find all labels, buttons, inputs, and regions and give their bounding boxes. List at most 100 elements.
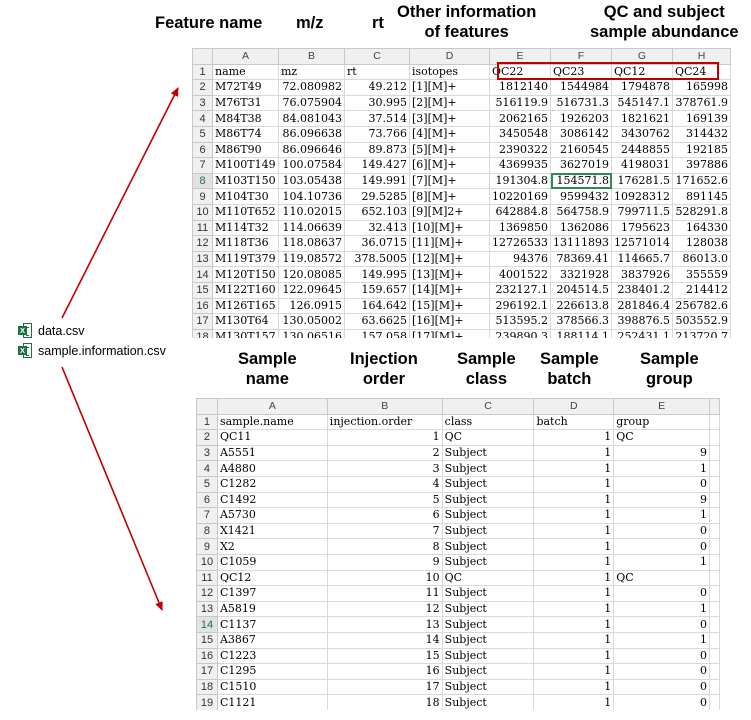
column-letter-G[interactable]: G <box>611 48 673 65</box>
row-number[interactable]: 7 <box>192 157 213 174</box>
table-cell[interactable]: 0 <box>613 616 710 633</box>
empty-cell[interactable] <box>708 600 720 618</box>
table-cell[interactable]: 3 <box>326 460 443 477</box>
table-cell[interactable]: 6 <box>326 507 443 524</box>
table-cell[interactable]: 1 <box>613 507 710 524</box>
table-cell[interactable]: 89.873 <box>344 141 410 159</box>
table-cell[interactable]: M114T32 <box>212 219 279 237</box>
field-header-cell[interactable]: QC24 <box>672 63 731 81</box>
row-number[interactable]: 17 <box>196 663 218 680</box>
row-number[interactable]: 18 <box>196 678 218 696</box>
table-cell[interactable]: M100T149 <box>212 157 279 174</box>
table-cell[interactable]: Subject <box>441 553 535 571</box>
table-cell[interactable]: 15 <box>326 647 443 665</box>
table-cell[interactable]: 122.09645 <box>278 281 345 299</box>
table-cell[interactable]: 0 <box>613 585 710 602</box>
table-cell[interactable]: Subject <box>441 694 535 710</box>
table-cell[interactable]: 0 <box>613 663 710 680</box>
table-cell[interactable]: M126T165 <box>212 297 279 315</box>
table-cell[interactable]: 5 <box>326 491 443 509</box>
row-number[interactable]: 3 <box>196 444 218 462</box>
field-header-cell[interactable]: QC22 <box>489 63 551 81</box>
table-cell[interactable]: M86T74 <box>212 125 279 143</box>
table-cell[interactable]: 0 <box>613 475 710 493</box>
table-cell[interactable]: 13111893 <box>550 235 612 252</box>
table-cell[interactable]: [7][M]+ <box>409 172 490 190</box>
column-letter-E[interactable]: E <box>489 48 551 65</box>
table-cell[interactable]: 1 <box>533 507 615 524</box>
table-cell[interactable]: 1 <box>326 429 443 446</box>
empty-cell[interactable] <box>708 413 720 431</box>
empty-cell[interactable] <box>708 475 720 493</box>
field-header-cell[interactable]: injection.order <box>326 413 443 431</box>
row-number[interactable]: 9 <box>196 538 218 555</box>
table-cell[interactable]: Subject <box>441 538 535 555</box>
table-cell[interactable]: 1 <box>533 663 615 680</box>
file-data-csv[interactable]: X data.csv <box>18 323 85 338</box>
table-cell[interactable]: 1 <box>533 429 615 446</box>
table-cell[interactable]: [1][M]+ <box>409 79 490 96</box>
table-cell[interactable]: 1 <box>533 647 615 665</box>
row-number[interactable]: 8 <box>196 522 218 540</box>
table-cell[interactable]: Subject <box>441 444 535 462</box>
table-cell[interactable]: 154571.8 <box>550 172 612 190</box>
field-header-cell[interactable]: QC23 <box>550 63 612 81</box>
table-cell[interactable]: 73.766 <box>344 125 410 143</box>
table-cell[interactable]: Subject <box>441 616 535 633</box>
table-cell[interactable]: Subject <box>441 522 535 540</box>
table-cell[interactable]: 1926203 <box>550 110 612 127</box>
table-cell[interactable]: A5730 <box>216 507 328 524</box>
table-cell[interactable]: 149.991 <box>344 172 410 190</box>
table-cell[interactable]: C1397 <box>216 585 328 602</box>
table-cell[interactable]: 12 <box>326 600 443 618</box>
empty-cell[interactable] <box>708 585 720 602</box>
table-cell[interactable]: 2062165 <box>489 110 551 127</box>
table-cell[interactable]: C1282 <box>216 475 328 493</box>
empty-cell[interactable] <box>708 491 720 509</box>
row-number[interactable]: 2 <box>196 429 218 446</box>
table-cell[interactable]: 296192.1 <box>489 297 551 315</box>
empty-cell[interactable] <box>708 460 720 477</box>
field-header-cell[interactable]: class <box>441 413 535 431</box>
table-cell[interactable]: X1421 <box>216 522 328 540</box>
row-number[interactable]: 1 <box>196 413 218 431</box>
table-cell[interactable]: 1 <box>533 538 615 555</box>
table-cell[interactable]: X2 <box>216 538 328 555</box>
table-cell[interactable]: 1 <box>613 553 710 571</box>
table-cell[interactable]: QC12 <box>216 569 328 587</box>
table-cell[interactable]: A4880 <box>216 460 328 477</box>
row-number[interactable]: 12 <box>192 235 213 252</box>
table-cell[interactable]: 1 <box>613 600 710 618</box>
table-cell[interactable]: 378.5005 <box>344 250 410 268</box>
table-cell[interactable]: 14 <box>326 631 443 649</box>
empty-cell[interactable] <box>708 616 720 633</box>
table-cell[interactable]: 86.096638 <box>278 125 345 143</box>
table-cell[interactable]: C1510 <box>216 678 328 696</box>
table-cell[interactable]: 3627019 <box>550 157 612 174</box>
table-cell[interactable]: 0 <box>613 647 710 665</box>
table-cell[interactable]: 120.08085 <box>278 266 345 283</box>
empty-cell[interactable] <box>708 538 720 555</box>
table-cell[interactable]: 126.0915 <box>278 297 345 315</box>
table-cell[interactable]: 1 <box>533 569 615 587</box>
table-cell[interactable]: 114665.7 <box>611 250 673 268</box>
table-cell[interactable]: 1 <box>533 616 615 633</box>
table-cell[interactable]: QC11 <box>216 429 328 446</box>
table-cell[interactable]: 378566.3 <box>550 313 612 330</box>
table-cell[interactable]: 164.642 <box>344 297 410 315</box>
table-cell[interactable]: 86.096646 <box>278 141 345 159</box>
table-cell[interactable]: 128038 <box>672 235 731 252</box>
table-cell[interactable]: [9][M]2+ <box>409 203 490 221</box>
table-cell[interactable]: M104T30 <box>212 188 279 205</box>
table-cell[interactable]: M119T379 <box>212 250 279 268</box>
row-number[interactable]: 5 <box>196 475 218 493</box>
empty-cell[interactable] <box>708 444 720 462</box>
table-cell[interactable]: 1369850 <box>489 219 551 237</box>
row-number[interactable]: 14 <box>196 616 218 633</box>
table-cell[interactable]: C1137 <box>216 616 328 633</box>
table-cell[interactable]: M72T49 <box>212 79 279 96</box>
table-cell[interactable]: 2 <box>326 444 443 462</box>
table-cell[interactable]: 355559 <box>672 266 731 283</box>
table-cell[interactable]: 9 <box>326 553 443 571</box>
table-cell[interactable]: 1 <box>613 460 710 477</box>
